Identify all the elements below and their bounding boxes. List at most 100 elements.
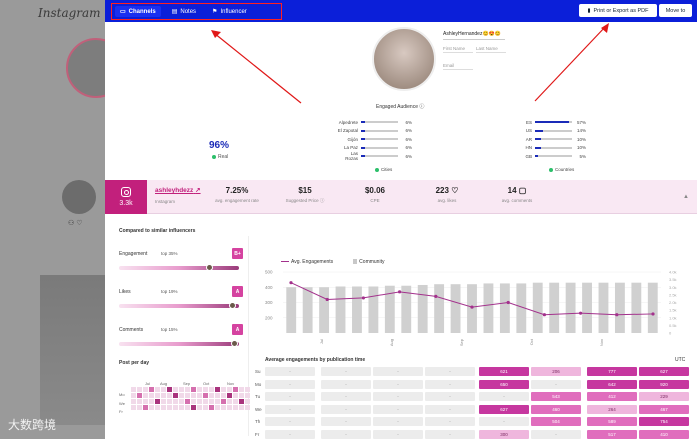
calendar-cell	[131, 405, 136, 410]
calendar-cell	[239, 387, 244, 392]
engagement-cell: -	[425, 379, 475, 389]
last-name-field[interactable]: Last Name	[476, 46, 506, 53]
engagement-cell: 754	[639, 417, 689, 426]
calendar-cell	[155, 399, 160, 404]
engagement-cell: -	[265, 392, 315, 401]
country-bar-fill	[535, 146, 541, 149]
handle-link[interactable]: ashleyhdezz ↗	[155, 186, 201, 194]
city-value: 6%	[405, 128, 412, 133]
stat-label: CPE	[370, 198, 380, 203]
username-field[interactable]: AshleyHernandez😊😍😊	[443, 31, 505, 40]
calendar-cell	[179, 399, 184, 404]
publication-time-title: Average engagements by publication time	[265, 357, 366, 363]
country-name: HN	[525, 145, 533, 150]
legend-engagements[interactable]: Avg. Engagements	[281, 259, 333, 265]
calendar-cell	[149, 393, 154, 398]
y2-tick-label: 1.0k	[669, 315, 677, 320]
engagement-cell: 621	[479, 367, 529, 376]
city-row: Gijón 6%	[337, 135, 412, 143]
calendar-cell	[155, 405, 160, 410]
country-value: 5%	[579, 153, 586, 159]
stat-value: 14 ▢	[491, 186, 543, 195]
calendar-cell	[185, 393, 190, 398]
stat-avg-likes: 223 ♡ avg. likes	[421, 186, 473, 203]
cities-legend: Cities	[375, 167, 392, 172]
calendar-cell	[137, 387, 142, 392]
y-tick-label: 200	[265, 315, 273, 320]
calendar-cell	[167, 405, 172, 410]
divider	[248, 236, 249, 436]
city-bar	[361, 129, 398, 132]
follower-count: 3.3k	[119, 200, 133, 207]
calendar-cell	[197, 387, 202, 392]
calendar-cell	[221, 387, 226, 392]
instagram-channel-badge[interactable]: 3.3k	[105, 180, 147, 214]
move-to-button[interactable]: Move to	[659, 4, 692, 17]
flag-icon: ⚑	[212, 9, 218, 15]
document-icon: ▮	[587, 7, 591, 14]
external-link-icon: ↗	[195, 187, 201, 194]
calendar-cell	[155, 393, 160, 398]
engagement-cell: 777	[587, 367, 637, 376]
country-value: 14%	[576, 128, 586, 133]
x-tick-label: Nov	[599, 339, 604, 346]
avatar	[372, 27, 436, 91]
calendar-cell	[167, 393, 172, 398]
city-value: 6%	[405, 153, 412, 159]
calendar-cell	[131, 399, 136, 404]
calendar-cell	[239, 399, 244, 404]
calendar-cell	[137, 405, 142, 410]
posts-per-day-title: Post per day	[119, 360, 150, 366]
legend-community[interactable]: Community	[353, 259, 384, 265]
countries-legend: Countries	[549, 167, 574, 172]
arrow-line-right	[534, 25, 607, 102]
stat-label: avg. likes	[437, 198, 457, 203]
background-photo	[40, 275, 105, 425]
real-percentage: 96%	[209, 140, 230, 151]
metric-slider-knob	[206, 264, 214, 271]
calendar-cell	[197, 393, 202, 398]
info-icon[interactable]: ⓘ	[419, 104, 425, 110]
city-name: Alpedrete	[338, 119, 358, 125]
community-bar	[335, 286, 346, 333]
calendar-cell	[143, 387, 148, 392]
city-value: 6%	[405, 145, 412, 150]
calendar-cell	[191, 405, 196, 410]
community-bar	[516, 283, 527, 333]
print-export-button[interactable]: ▮ Print or Export as PDF	[579, 4, 657, 17]
calendar-cell	[131, 387, 136, 392]
city-bar-fill	[361, 138, 365, 140]
stat-value: $0.06	[364, 186, 386, 195]
calendar-cell	[179, 405, 184, 410]
country-name: AR	[525, 136, 532, 142]
calendar-cell	[233, 399, 238, 404]
city-row: El Zapotal 6%	[337, 127, 412, 135]
tab-channels[interactable]: ▭ Channels	[115, 6, 161, 17]
month-label: Jul	[145, 381, 151, 386]
y2-tick-label: 2.0k	[669, 300, 677, 305]
chevron-up-icon[interactable]: ▲	[683, 194, 689, 200]
first-name-field[interactable]: First Name	[443, 46, 473, 53]
info-icon[interactable]: ⓘ	[319, 198, 325, 203]
calendar-cell	[215, 405, 220, 410]
calendar-cell	[203, 405, 208, 410]
community-bar	[647, 282, 658, 333]
country-row: US 14%	[511, 127, 586, 135]
engagement-cell: -	[425, 404, 475, 414]
y2-tick-label: 1.5k	[669, 308, 677, 313]
city-bar	[361, 146, 398, 149]
city-bar	[361, 155, 398, 157]
country-row: GB 5%	[511, 152, 586, 160]
calendar-cell	[131, 393, 136, 398]
tab-notes[interactable]: ▤ Notes	[167, 6, 201, 17]
metric-rank: top 15%	[161, 327, 178, 332]
y2-tick-label: 0.5k	[669, 323, 677, 328]
email-field[interactable]: Email	[443, 63, 473, 70]
influencer-panel: ▭ Channels ▤ Notes ⚑ Influencer ▮ Print …	[105, 0, 697, 439]
country-row: AR 10%	[511, 135, 586, 143]
engagement-cell: -	[479, 417, 529, 426]
engagement-cell: -	[373, 417, 423, 426]
calendar-cell	[239, 405, 244, 410]
calendar-cell	[137, 393, 142, 398]
tab-influencer[interactable]: ⚑ Influencer	[207, 6, 252, 17]
